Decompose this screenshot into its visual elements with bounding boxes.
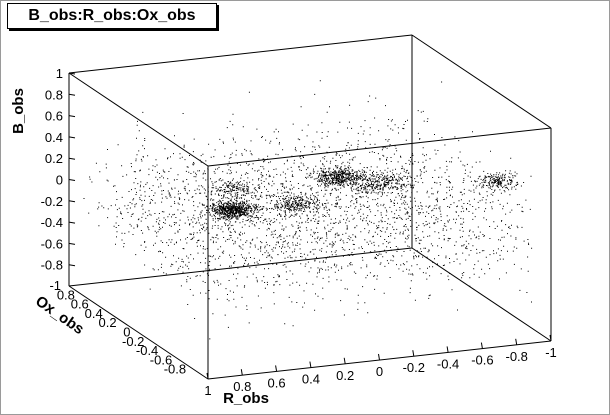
cube-edge <box>207 127 552 167</box>
x-tick-label: 0.8 <box>233 379 251 394</box>
z-tick-label: 0.8 <box>45 87 63 102</box>
y-tick-label: 0.2 <box>99 315 117 330</box>
y-tick-label: -0.8 <box>164 362 186 377</box>
x-tick-label: 0 <box>376 364 383 379</box>
x-tick-label: -1 <box>545 345 557 360</box>
y-tick-label: -0.4 <box>136 343 158 358</box>
x-tick <box>240 369 243 376</box>
z-axis-title: B_obs <box>10 88 27 134</box>
cube-edge <box>68 285 209 380</box>
z-tick <box>68 93 76 96</box>
z-tick <box>68 136 76 139</box>
scatter-points <box>83 80 533 340</box>
y-tick-label: 0.8 <box>57 287 75 302</box>
z-tick-label: 0.6 <box>45 109 63 124</box>
x-tick <box>309 361 312 368</box>
x-tick-label: 0.6 <box>268 375 286 390</box>
z-tick <box>68 242 76 245</box>
x-axis-title: R_obs <box>223 390 269 407</box>
x-tick-label: 1 <box>204 383 211 398</box>
x-tick-label: -0.2 <box>403 360 425 375</box>
cube-edge <box>68 247 413 287</box>
x-tick-label: 0.4 <box>302 372 320 387</box>
z-tick <box>68 179 76 181</box>
x-tick-label: 0.2 <box>336 368 354 383</box>
chart-title: B_obs:R_obs:Ox_obs <box>7 3 217 29</box>
x-tick <box>480 342 483 349</box>
y-tick-label: -0.2 <box>122 334 144 349</box>
z-tick-label: -0.2 <box>41 194 63 209</box>
x-tick <box>446 346 449 353</box>
z-tick-label: 0 <box>56 173 63 188</box>
z-tick <box>68 157 76 160</box>
x-tick <box>549 334 552 342</box>
x-tick-label: -0.8 <box>505 349 527 364</box>
z-tick <box>68 200 76 203</box>
z-tick-label: 0.2 <box>45 151 63 166</box>
y-tick-label: 0 <box>123 325 130 340</box>
z-tick <box>68 115 76 118</box>
z-tick-label: 0.4 <box>45 130 63 145</box>
z-tick-label: 1 <box>56 66 63 81</box>
cube-edge <box>411 247 552 342</box>
x-tick <box>275 365 278 372</box>
x-tick-label: -0.4 <box>437 356 459 371</box>
x-tick <box>378 353 380 361</box>
x-tick <box>412 350 415 357</box>
z-tick-label: -0.6 <box>41 236 63 251</box>
y-tick-label: -1 <box>49 278 61 293</box>
cube-edge <box>68 72 209 167</box>
cube-edge <box>411 34 552 129</box>
x-tick <box>515 338 518 345</box>
y-tick-label: 0.6 <box>71 297 89 312</box>
y-tick-label: -0.6 <box>150 352 172 367</box>
z-tick <box>68 72 76 75</box>
cube-edge <box>68 34 413 74</box>
z-tick <box>68 264 76 267</box>
x-tick <box>343 357 346 364</box>
z-tick <box>68 221 76 224</box>
y-tick-label: 0.4 <box>85 306 103 321</box>
z-tick-label: -0.8 <box>41 258 63 273</box>
z-tick-label: -0.4 <box>41 215 63 230</box>
x-tick-label: -0.6 <box>471 353 493 368</box>
x-tick <box>206 372 209 380</box>
